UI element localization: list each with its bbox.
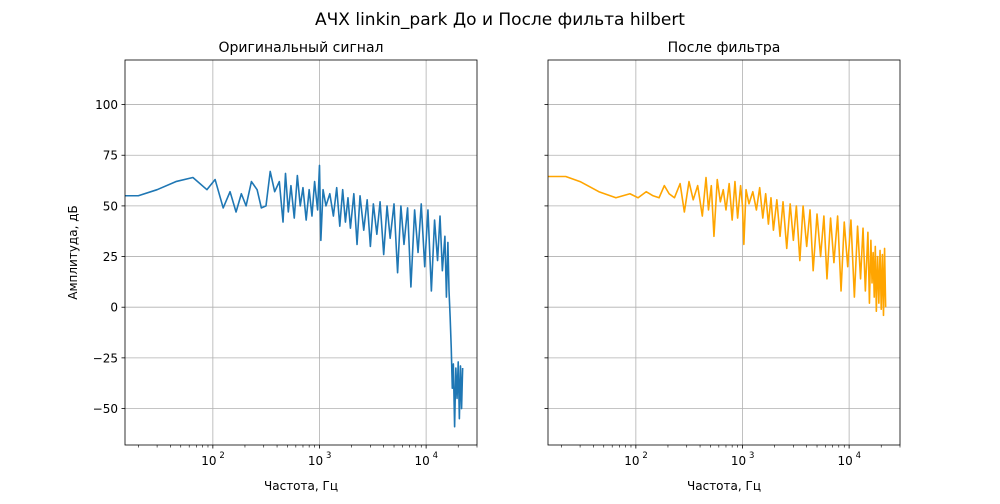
- chart-0-y-tick-label: 50: [103, 199, 118, 213]
- chart-0-y-tick-label: −25: [93, 351, 118, 365]
- chart-0-title: Оригинальный сигнал: [219, 40, 384, 56]
- chart-1-title: После фильтра: [668, 40, 781, 56]
- chart-0-y-tick-label: 75: [103, 149, 118, 163]
- chart-1-series-line: [548, 175, 887, 317]
- chart-1-x-tick-label: 10: [731, 454, 746, 468]
- chart-0-x-axis-label: Частота, Гц: [264, 479, 338, 493]
- chart-0-series-line: [125, 164, 464, 428]
- figure-suptitle: АЧХ linkin_park До и После фильта hilber…: [315, 10, 685, 30]
- chart-0-y-tick-label: 0: [110, 301, 118, 315]
- chart-0-y-axis-label: Амплитуда, дБ: [66, 205, 80, 299]
- chart-1-x-tick-label-exponent: 2: [642, 451, 647, 461]
- chart-1-x-tick-label: 10: [624, 454, 639, 468]
- chart-0-x-tick-label-exponent: 3: [326, 451, 331, 461]
- chart-1-x-axis-label: Частота, Гц: [687, 479, 761, 493]
- chart-0-y-tick-label: 100: [95, 98, 118, 112]
- chart-0-x-tick-label: 10: [414, 454, 429, 468]
- chart-0-x-tick-label: 10: [308, 454, 323, 468]
- chart-1-x-tick-label-exponent: 3: [749, 451, 754, 461]
- chart-0-y-tick-label: −50: [93, 402, 118, 416]
- chart-0-x-tick-label-exponent: 2: [219, 451, 224, 461]
- chart-0-y-tick-label: 25: [103, 250, 118, 264]
- chart-1-x-tick-label-exponent: 4: [856, 451, 861, 461]
- chart-0-axes-frame: [124, 59, 478, 446]
- chart-1-x-tick-label: 10: [837, 454, 852, 468]
- chart-0-x-tick-label-exponent: 4: [433, 451, 438, 461]
- chart-1-axes-frame: [547, 59, 901, 446]
- chart-0-x-tick-label: 10: [201, 454, 216, 468]
